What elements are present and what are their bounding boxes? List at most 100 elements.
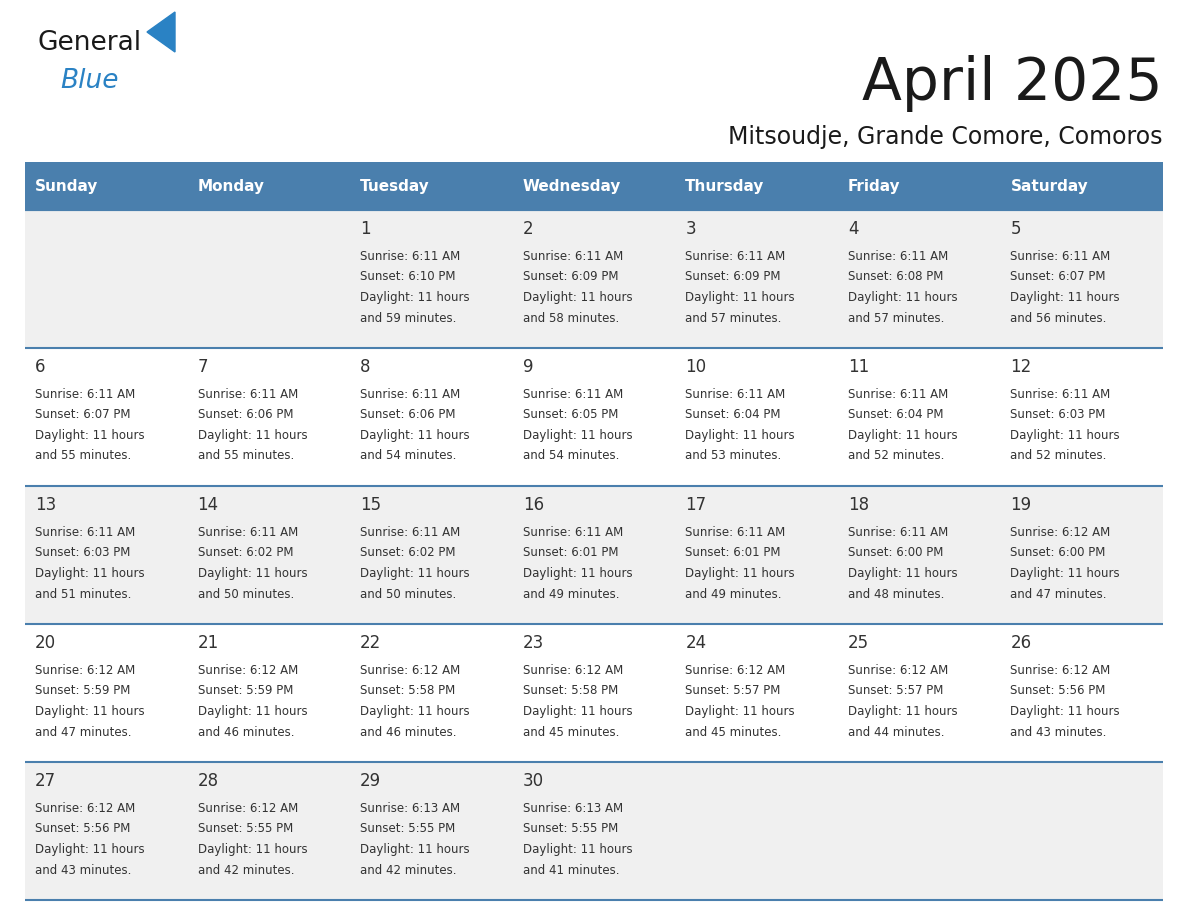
Text: Sunset: 6:07 PM: Sunset: 6:07 PM [34,409,131,421]
Text: Sunrise: 6:11 AM: Sunrise: 6:11 AM [523,388,623,401]
Text: Daylight: 11 hours: Daylight: 11 hours [360,843,469,856]
Text: and 42 minutes.: and 42 minutes. [360,864,456,877]
Text: Daylight: 11 hours: Daylight: 11 hours [1011,291,1120,304]
Text: Sunrise: 6:11 AM: Sunrise: 6:11 AM [1011,388,1111,401]
Text: Sunrise: 6:11 AM: Sunrise: 6:11 AM [197,526,298,539]
Text: Saturday: Saturday [1011,178,1088,194]
Text: Sunrise: 6:11 AM: Sunrise: 6:11 AM [848,250,948,263]
Text: Sunrise: 6:12 AM: Sunrise: 6:12 AM [1011,664,1111,677]
Text: and 51 minutes.: and 51 minutes. [34,588,132,600]
Text: 21: 21 [197,634,219,652]
Text: Daylight: 11 hours: Daylight: 11 hours [360,705,469,718]
Bar [25,624,1163,762]
Text: 23: 23 [523,634,544,652]
Text: Thursday: Thursday [685,178,765,194]
Text: Daylight: 11 hours: Daylight: 11 hours [523,291,632,304]
Text: Sunrise: 6:12 AM: Sunrise: 6:12 AM [848,664,948,677]
Text: and 52 minutes.: and 52 minutes. [1011,450,1107,463]
Text: Sunset: 6:07 PM: Sunset: 6:07 PM [1011,271,1106,284]
Text: Blue: Blue [61,68,119,94]
Text: and 42 minutes.: and 42 minutes. [197,864,295,877]
Text: and 56 minutes.: and 56 minutes. [1011,311,1107,324]
Text: Daylight: 11 hours: Daylight: 11 hours [523,429,632,442]
Text: Sunset: 6:09 PM: Sunset: 6:09 PM [685,271,781,284]
Text: 13: 13 [34,496,56,514]
Text: Sunrise: 6:11 AM: Sunrise: 6:11 AM [360,526,461,539]
Text: Sunset: 6:04 PM: Sunset: 6:04 PM [848,409,943,421]
Text: Daylight: 11 hours: Daylight: 11 hours [848,567,958,580]
Text: 26: 26 [1011,634,1031,652]
Text: Daylight: 11 hours: Daylight: 11 hours [848,429,958,442]
Text: Sunday: Sunday [34,178,99,194]
Text: General: General [38,30,143,56]
Text: Sunset: 6:08 PM: Sunset: 6:08 PM [848,271,943,284]
Text: Sunrise: 6:11 AM: Sunrise: 6:11 AM [360,388,461,401]
Text: 19: 19 [1011,496,1031,514]
Text: 15: 15 [360,496,381,514]
Text: Daylight: 11 hours: Daylight: 11 hours [360,429,469,442]
Text: Daylight: 11 hours: Daylight: 11 hours [685,705,795,718]
Text: Tuesday: Tuesday [360,178,430,194]
Text: and 59 minutes.: and 59 minutes. [360,311,456,324]
Text: Daylight: 11 hours: Daylight: 11 hours [1011,567,1120,580]
Text: Sunset: 6:03 PM: Sunset: 6:03 PM [34,546,131,559]
Polygon shape [147,12,175,52]
Text: Wednesday: Wednesday [523,178,621,194]
Text: 17: 17 [685,496,707,514]
Text: Daylight: 11 hours: Daylight: 11 hours [1011,705,1120,718]
Text: Sunset: 5:55 PM: Sunset: 5:55 PM [197,823,292,835]
Text: 7: 7 [197,358,208,376]
Text: 10: 10 [685,358,707,376]
Text: and 57 minutes.: and 57 minutes. [685,311,782,324]
Text: Daylight: 11 hours: Daylight: 11 hours [360,567,469,580]
Text: and 57 minutes.: and 57 minutes. [848,311,944,324]
Text: Daylight: 11 hours: Daylight: 11 hours [685,291,795,304]
Text: and 54 minutes.: and 54 minutes. [523,450,619,463]
Text: Sunrise: 6:12 AM: Sunrise: 6:12 AM [34,664,135,677]
Text: Sunrise: 6:12 AM: Sunrise: 6:12 AM [685,664,785,677]
Text: 11: 11 [848,358,870,376]
Text: Sunrise: 6:13 AM: Sunrise: 6:13 AM [523,802,623,815]
Bar [25,762,1163,900]
Text: and 43 minutes.: and 43 minutes. [1011,725,1107,738]
Text: and 50 minutes.: and 50 minutes. [360,588,456,600]
Text: Sunrise: 6:12 AM: Sunrise: 6:12 AM [34,802,135,815]
Text: Sunset: 6:00 PM: Sunset: 6:00 PM [1011,546,1106,559]
Text: Mitsoudje, Grande Comore, Comoros: Mitsoudje, Grande Comore, Comoros [728,125,1163,149]
Bar [25,486,1163,624]
Text: Daylight: 11 hours: Daylight: 11 hours [523,705,632,718]
Text: Sunrise: 6:12 AM: Sunrise: 6:12 AM [197,664,298,677]
Text: Sunset: 5:55 PM: Sunset: 5:55 PM [360,823,455,835]
Text: Sunset: 6:05 PM: Sunset: 6:05 PM [523,409,618,421]
Text: Sunset: 6:01 PM: Sunset: 6:01 PM [523,546,618,559]
Text: and 44 minutes.: and 44 minutes. [848,725,944,738]
Text: Daylight: 11 hours: Daylight: 11 hours [685,429,795,442]
Text: Daylight: 11 hours: Daylight: 11 hours [360,291,469,304]
Text: Sunset: 6:06 PM: Sunset: 6:06 PM [197,409,293,421]
Text: Daylight: 11 hours: Daylight: 11 hours [523,843,632,856]
Text: 14: 14 [197,496,219,514]
Text: and 50 minutes.: and 50 minutes. [197,588,293,600]
Text: Sunset: 6:01 PM: Sunset: 6:01 PM [685,546,781,559]
Text: Sunset: 6:00 PM: Sunset: 6:00 PM [848,546,943,559]
Text: Sunset: 6:04 PM: Sunset: 6:04 PM [685,409,781,421]
Text: Sunset: 5:57 PM: Sunset: 5:57 PM [848,685,943,698]
Text: and 47 minutes.: and 47 minutes. [34,725,132,738]
Text: and 49 minutes.: and 49 minutes. [523,588,619,600]
Text: 25: 25 [848,634,868,652]
Text: Sunset: 5:59 PM: Sunset: 5:59 PM [197,685,293,698]
Text: 4: 4 [848,220,859,238]
Text: Sunrise: 6:11 AM: Sunrise: 6:11 AM [34,388,135,401]
Text: and 41 minutes.: and 41 minutes. [523,864,619,877]
Text: 24: 24 [685,634,707,652]
Text: 28: 28 [197,772,219,790]
Text: and 53 minutes.: and 53 minutes. [685,450,782,463]
Text: Sunset: 6:09 PM: Sunset: 6:09 PM [523,271,618,284]
Text: Sunrise: 6:12 AM: Sunrise: 6:12 AM [1011,526,1111,539]
Text: Sunset: 6:06 PM: Sunset: 6:06 PM [360,409,456,421]
Text: Sunrise: 6:11 AM: Sunrise: 6:11 AM [523,526,623,539]
Text: and 49 minutes.: and 49 minutes. [685,588,782,600]
Text: 6: 6 [34,358,45,376]
Text: Daylight: 11 hours: Daylight: 11 hours [848,291,958,304]
Text: Sunset: 6:03 PM: Sunset: 6:03 PM [1011,409,1106,421]
